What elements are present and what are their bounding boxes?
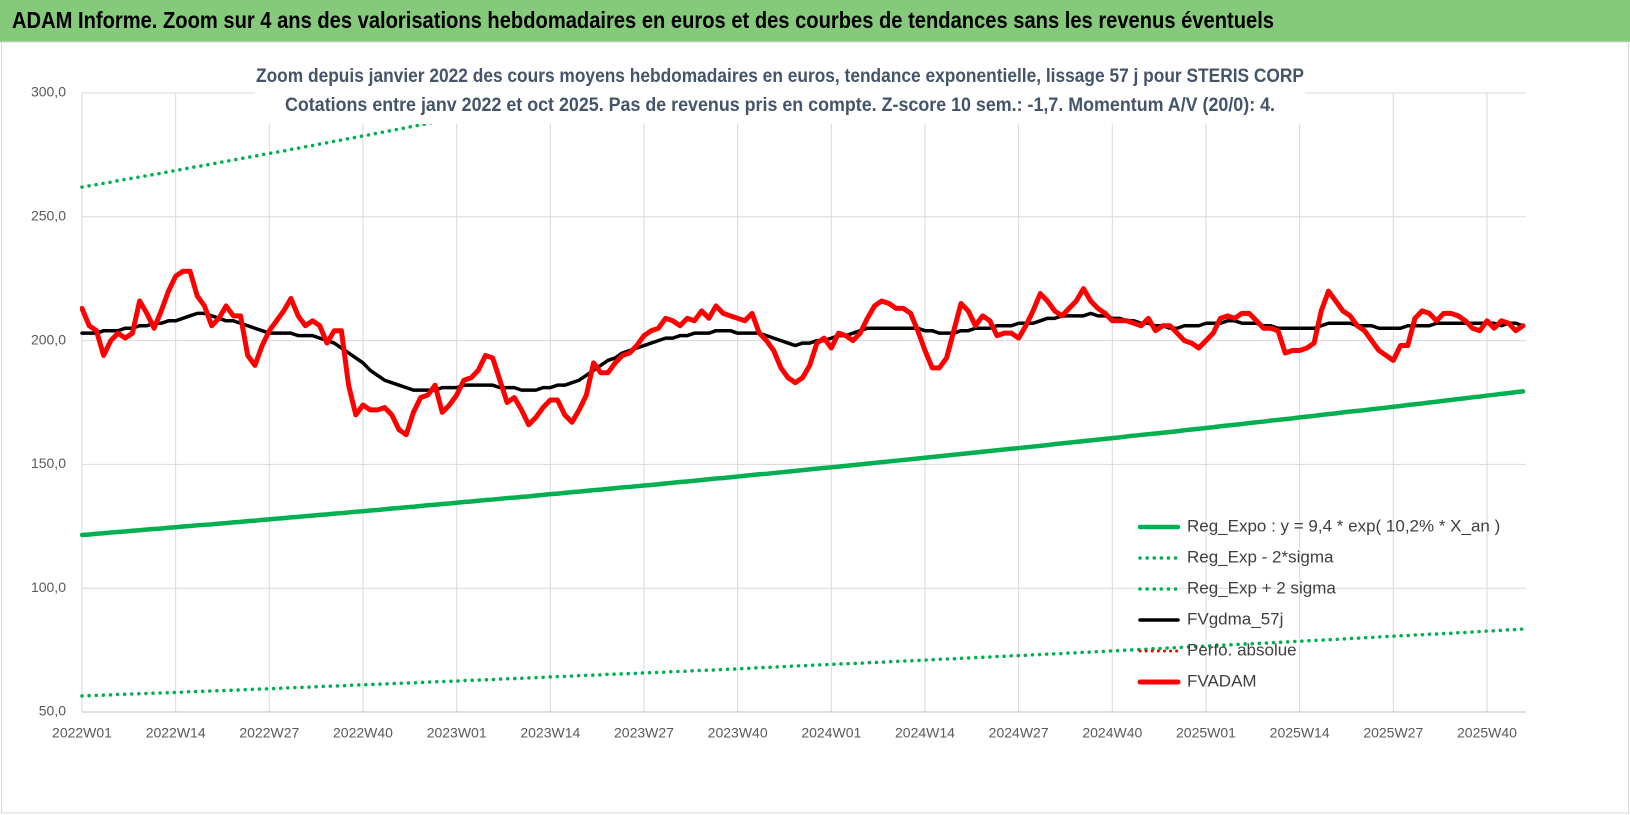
series-line (80, 311, 1525, 392)
subtitle-line: Zoom depuis janvier 2022 des cours moyen… (256, 66, 1304, 87)
x-tick-label: 2022W01 (52, 725, 112, 741)
header-bar (0, 0, 1630, 42)
y-tick-label: 200,0 (31, 331, 66, 347)
x-tick-label: 2023W01 (427, 725, 487, 741)
x-tick-label: 2023W40 (708, 725, 768, 741)
x-tick-label: 2025W01 (1176, 725, 1236, 741)
x-tick-label: 2022W27 (239, 725, 299, 741)
series-line (80, 389, 1526, 538)
legend-label: FVgdma_57j (1187, 609, 1283, 628)
legend-label: Reg_Exp - 2*sigma (1187, 547, 1334, 566)
subtitle-line: Cotations entre janv 2022 et oct 2025. P… (285, 95, 1275, 116)
x-tick-label: 2024W27 (989, 725, 1049, 741)
series-line (80, 268, 1526, 438)
x-tick-label: 2025W40 (1457, 725, 1517, 741)
legend-label: Reg_Exp + 2 sigma (1187, 578, 1336, 597)
x-tick-label: 2022W14 (146, 725, 206, 741)
x-tick-label: 2024W40 (1082, 725, 1142, 741)
x-tick-label: 2025W27 (1363, 725, 1423, 741)
x-tick-label: 2023W14 (520, 725, 580, 741)
legend-label: Reg_Expo : y = 9,4 * exp( 10,2% * X_an ) (1187, 516, 1500, 535)
header-title: ADAM Informe. Zoom sur 4 ans des valoris… (12, 7, 1274, 33)
y-tick-label: 50,0 (39, 703, 66, 719)
legend: Reg_Expo : y = 9,4 * exp( 10,2% * X_an )… (1137, 516, 1500, 690)
x-tick-label: 2023W27 (614, 725, 674, 741)
x-tick-label: 2024W01 (801, 725, 861, 741)
y-tick-label: 100,0 (31, 579, 66, 595)
legend-label: FVADAM (1187, 671, 1257, 690)
series-line (80, 627, 1525, 698)
subtitle-box (255, 60, 1305, 124)
plot-area (80, 90, 1526, 698)
y-tick-label: 250,0 (31, 208, 66, 224)
x-tick-label: 2024W14 (895, 725, 955, 741)
frame (1, 41, 1629, 814)
legend-label: Perfo. absolue (1187, 640, 1297, 659)
x-tick-label: 2022W40 (333, 725, 393, 741)
y-tick-label: 150,0 (31, 455, 66, 471)
grid: 50,0 100,0 150,0 200,0 250,0 300,0 2022W01 2022… (31, 84, 1526, 741)
y-tick-label: 300,0 (31, 84, 66, 100)
x-tick-label: 2025W14 (1270, 725, 1330, 741)
